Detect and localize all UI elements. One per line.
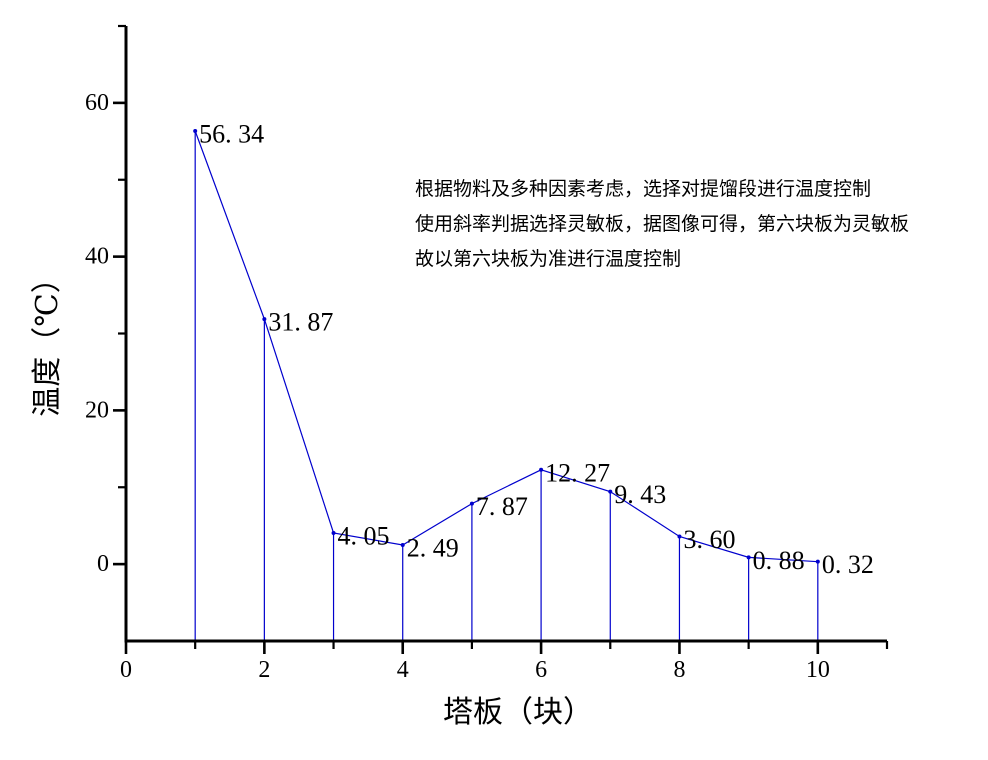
annotation-text: 根据物料及多种因素考虑，选择对提馏段进行温度控制 使用斜率判据选择灵敏板，据图像… — [415, 172, 909, 277]
data-point-label: 4. 05 — [338, 521, 390, 550]
data-point-label: 7. 87 — [476, 492, 528, 521]
data-point — [193, 129, 198, 134]
x-tick-label: 0 — [120, 657, 132, 683]
data-point-label: 12. 27 — [545, 458, 610, 487]
data-point — [539, 467, 544, 472]
data-point-label: 0. 88 — [753, 546, 805, 575]
data-point — [608, 489, 613, 494]
y-tick-label: 60 — [85, 90, 109, 116]
x-tick-label: 10 — [806, 657, 830, 683]
data-point — [262, 317, 267, 322]
annotation-line: 根据物料及多种因素考虑，选择对提馏段进行温度控制 — [415, 179, 872, 200]
data-point — [469, 501, 474, 506]
series-line — [194, 130, 818, 563]
data-point-label: 9. 43 — [614, 480, 666, 509]
annotation-line: 使用斜率判据选择灵敏板，据图像可得，第六块板为灵敏板 — [415, 214, 910, 235]
y-tick-label: 20 — [85, 397, 109, 423]
data-point — [815, 559, 820, 564]
y-tick-label: 40 — [85, 244, 109, 270]
data-point — [331, 530, 336, 535]
annotation-line: 故以第六块板为准进行温度控制 — [415, 249, 682, 270]
data-point — [746, 555, 751, 560]
x-axis-title: 塔板（块） — [443, 696, 593, 729]
data-point-label: 31. 87 — [268, 308, 333, 337]
data-point — [677, 534, 682, 539]
data-point-label: 0. 32 — [822, 550, 874, 579]
data-point-label: 2. 49 — [407, 533, 459, 562]
data-point-label: 56. 34 — [199, 120, 264, 149]
x-tick-label: 8 — [673, 657, 685, 683]
y-axis-title: 温度（℃） — [31, 263, 64, 417]
data-point-label: 3. 60 — [683, 525, 735, 554]
data-point — [400, 542, 405, 547]
x-tick-label: 4 — [397, 657, 409, 683]
x-tick-label: 2 — [258, 657, 270, 683]
y-tick-label: 0 — [97, 551, 109, 577]
x-tick-label: 6 — [535, 657, 547, 683]
